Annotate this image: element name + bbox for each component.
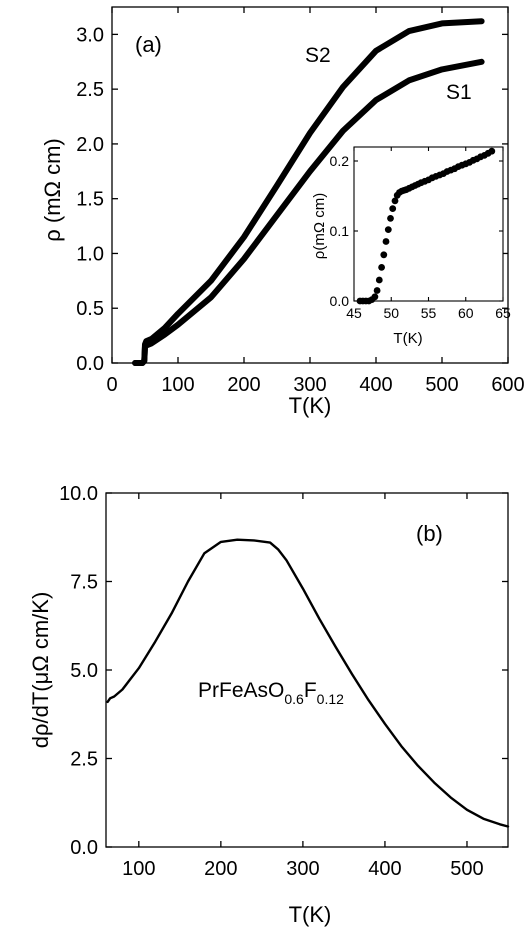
- panel-a-x-tick-label: 500: [425, 374, 458, 396]
- panel-a: 0 100 200 300 400 500 600 0.0 0.5 1.0 1.5 2.0 2.5 3.…: [40, 6, 525, 418]
- panel-b-y-tick-label: 10.0: [59, 483, 98, 505]
- inset-data-point: [387, 215, 394, 222]
- panel-a-x-tick-label: 600: [491, 374, 524, 396]
- panel-b-y-tick-label: 2.5: [70, 749, 98, 771]
- panel-a-y-tick-label: 1.0: [76, 243, 104, 265]
- inset-data-point: [371, 293, 379, 301]
- inset-data-point: [380, 251, 388, 259]
- inset-data-point: [378, 264, 385, 271]
- panel-b-annotation: PrFeAsO0.6F0.12: [198, 679, 344, 707]
- annotation-formula-sub-oxygen: 0.6: [284, 691, 304, 707]
- inset-data-point: [389, 205, 397, 213]
- panel-b-y-tick-label: 7.5: [70, 572, 98, 594]
- annotation-formula-sub-fluorine: 0.12: [317, 691, 344, 707]
- inset-points: [356, 147, 496, 305]
- inset-data-point: [488, 147, 496, 155]
- panel-a-x-tick-label: 0: [106, 374, 117, 396]
- inset-x-tick-label: 45: [346, 305, 362, 321]
- panel-b-x-tick-label: 400: [368, 858, 401, 880]
- inset-y-ticks: 0.0 0.1 0.2: [330, 153, 503, 309]
- panel-a-y-tick-label: 0.5: [76, 298, 104, 320]
- panel-b-x-tick-label: 200: [204, 858, 237, 880]
- inset-data-point: [373, 287, 381, 294]
- inset-y-tick-label: 0.0: [330, 293, 350, 309]
- panel-b-y-ticks: 0.0 2.5 5.0 7.5 10.0: [59, 483, 508, 859]
- panel-b-curves: [106, 538, 510, 828]
- panel-b-y-tick-label: 5.0: [70, 660, 98, 682]
- panel-a-x-ticks: 0 100 200 300 400 500 600: [106, 7, 525, 396]
- inset-x-tick-label: 65: [495, 305, 511, 321]
- panel-a-y-tick-label: 1.5: [76, 189, 104, 211]
- panel-b-x-tick-label: 300: [286, 858, 319, 880]
- panel-b-x-ticks: 100 200 300 400 500: [122, 493, 484, 880]
- panel-b-y-tick-label: 0.0: [70, 837, 98, 859]
- panel-a-label: (a): [135, 32, 162, 57]
- inset-data-point: [384, 226, 392, 234]
- panel-a-curves: [132, 18, 485, 366]
- inset-data-point: [382, 238, 390, 245]
- panel-a-y-tick-label: 2.0: [76, 134, 104, 156]
- panel-a-x-tick-label: 300: [293, 374, 326, 396]
- panel-b-label: (b): [416, 521, 443, 546]
- panel-a-y-ticks: 0.0 0.5 1.0 1.5 2.0 2.5 3.0: [76, 24, 508, 375]
- inset-x-tick-label: 50: [383, 305, 399, 321]
- panel-a-x-axis-title: T(K): [289, 393, 332, 418]
- panel-b-y-axis-title: dρ/dT(μΩ cm/K): [28, 592, 53, 749]
- panel-a-y-tick-label: 0.0: [76, 353, 104, 375]
- inset-chart: 45 50 55 60 65 0.0 0.1 0.2 T(K) ρ(mΩ cm): [311, 146, 511, 347]
- series-label-s2: S2: [305, 44, 331, 67]
- inset-y-tick-label: 0.1: [330, 223, 350, 239]
- panel-a-x-tick-label: 400: [359, 374, 392, 396]
- panel-b: 100 200 300 400 500 0.0 2.5 5.0 7.5 10.0 (b) PrF…: [28, 483, 510, 927]
- inset-x-tick-label: 60: [458, 305, 474, 321]
- inset-plot-area: [353, 146, 504, 302]
- annotation-formula-main: PrFeAsO: [198, 679, 284, 702]
- annotation-formula-fluorine: F: [304, 679, 317, 702]
- series-label-s1: S1: [446, 81, 472, 104]
- panel-b-x-tick-label: 500: [450, 858, 483, 880]
- panel-a-y-axis-title: ρ (mΩ cm): [40, 138, 65, 242]
- inset-y-tick-label: 0.2: [330, 153, 350, 169]
- panel-b-x-tick-label: 100: [122, 858, 155, 880]
- inset-y-axis-title: ρ(mΩ cm): [311, 193, 328, 259]
- inset-data-point: [375, 276, 383, 284]
- panel-b-x-axis-title: T(K): [289, 902, 332, 927]
- panel-a-y-tick-label: 3.0: [76, 24, 104, 46]
- panel-a-x-tick-label: 100: [161, 374, 194, 396]
- series-line-s2: [132, 18, 485, 366]
- inset-x-tick-label: 55: [421, 305, 437, 321]
- inset-x-ticks: 45 50 55 60 65: [346, 147, 511, 321]
- inset-data-point: [391, 197, 399, 205]
- inset-background: [354, 147, 503, 301]
- derivative-line: [106, 538, 510, 828]
- panel-a-y-tick-label: 2.5: [76, 79, 104, 101]
- inset-x-axis-title: T(K): [393, 330, 422, 347]
- panel-a-x-tick-label: 200: [227, 374, 260, 396]
